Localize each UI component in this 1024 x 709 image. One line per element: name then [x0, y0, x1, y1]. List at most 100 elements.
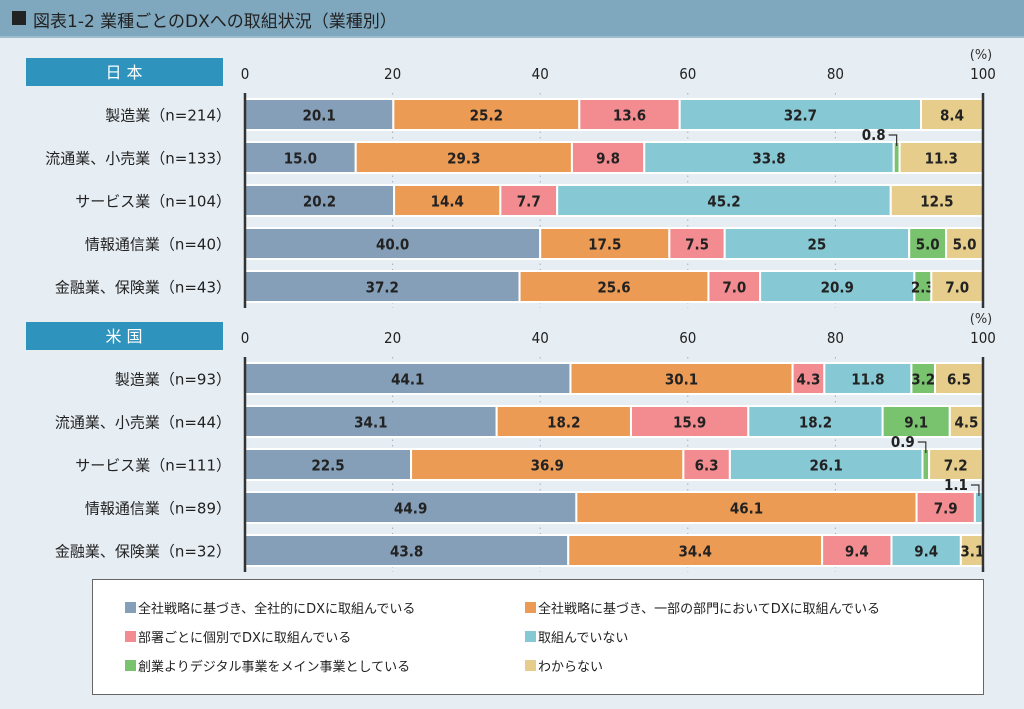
callout-line	[917, 441, 927, 453]
title-bar: 図表1-2 業種ごとのDXへの取組状況（業種別）	[0, 0, 1024, 38]
data-label: 13.6	[613, 107, 646, 125]
x-tick-label: 60	[679, 65, 696, 83]
callout-label: 0.9	[891, 433, 915, 451]
bar-segment	[410, 448, 685, 481]
data-label: 37.2	[366, 279, 399, 297]
legend-item: 部署ごとに個別でDXに取組んでいる	[125, 627, 351, 646]
category-label: 金融業、保険業（n=32）	[55, 543, 231, 561]
unit-label: (%)	[970, 312, 993, 327]
x-tick-label: 40	[532, 329, 549, 347]
data-label: 7.7	[517, 193, 541, 211]
legend-swatch	[125, 660, 136, 671]
data-label: 2.3	[911, 279, 935, 297]
legend-label: 部署ごとに個別でDXに取組んでいる	[138, 631, 352, 646]
data-label: 7.9	[934, 500, 958, 518]
x-tick-label: 0	[241, 329, 250, 347]
legend-label: 全社戦略に基づき、全社的にDXに取組んでいる	[138, 602, 416, 617]
title-square-icon	[12, 11, 26, 25]
bar-segment	[354, 141, 573, 174]
bar-segment	[759, 270, 916, 303]
x-tick-label: 40	[532, 65, 549, 83]
bar-segment	[791, 362, 826, 395]
bar-segment	[499, 184, 559, 217]
data-label: 20.1	[303, 107, 336, 125]
data-label: 25.2	[470, 107, 503, 125]
category-label: 流通業、小売業（n=133）	[45, 150, 231, 168]
bar-segment	[567, 534, 824, 567]
data-label: 9.4	[914, 543, 938, 561]
category-label: 製造業（n=93）	[115, 371, 231, 389]
category-label: 金融業、保険業（n=43）	[55, 279, 231, 297]
data-label: 44.9	[394, 500, 427, 518]
callout-label: 1.1	[944, 476, 968, 494]
legend-item: 全社戦略に基づき、一部の部門においてDXに取組んでいる	[525, 598, 880, 617]
bar-segment	[244, 405, 498, 438]
data-label: 12.5	[920, 193, 953, 211]
data-label: 46.1	[730, 500, 763, 518]
x-tick-label: 20	[384, 329, 401, 347]
data-label: 17.5	[588, 236, 621, 254]
panel-header-label: 米 国	[105, 327, 142, 346]
legend-label: 全社戦略に基づき、一部の部門においてDXに取組んでいる	[538, 602, 880, 617]
data-label: 45.2	[707, 193, 740, 211]
panel-header	[26, 322, 223, 350]
data-label: 36.9	[531, 457, 564, 475]
stacked-bar-chart: 日 本 0 20 40 60 80 100 (%) 製造業（n=214） 20.1 25.2 13.6…	[26, 48, 996, 572]
x-tick-label: 100	[970, 329, 996, 347]
bar-segment	[668, 227, 726, 260]
data-label: 25.6	[597, 279, 630, 297]
data-label: 25	[808, 236, 827, 254]
data-label: 18.2	[547, 414, 580, 432]
data-label: 22.5	[311, 457, 344, 475]
legend-swatch	[125, 631, 136, 642]
category-label: 情報通信業（n=40）	[85, 236, 231, 254]
panel-header-label: 日 本	[105, 63, 142, 82]
data-label: 7.5	[685, 236, 709, 254]
bar-segment	[728, 448, 924, 481]
data-label: 43.8	[390, 543, 423, 561]
data-label: 11.8	[851, 371, 884, 389]
callout-line	[970, 484, 980, 496]
bar-segment	[244, 270, 521, 303]
data-label: 44.1	[391, 371, 424, 389]
data-label: 9.4	[845, 543, 869, 561]
legend: 全社戦略に基づき、全社的にDXに取組んでいる 全社戦略に基づき、一部の部門におい…	[92, 579, 984, 695]
bar-segment	[575, 491, 918, 524]
legend-label: わからない	[538, 660, 604, 675]
unit-label: (%)	[970, 48, 993, 63]
data-label: 18.2	[799, 414, 832, 432]
data-label: 30.1	[665, 371, 698, 389]
x-tick-label: 20	[384, 65, 401, 83]
category-label: 製造業（n=214）	[105, 107, 231, 125]
category-label: 情報通信業（n=89）	[85, 500, 231, 518]
data-label: 26.1	[810, 457, 843, 475]
legend-item: 全社戦略に基づき、全社的にDXに取組んでいる	[125, 598, 415, 617]
legend-item: わからない	[525, 656, 603, 675]
category-label: サービス業（n=111）	[75, 457, 231, 475]
bar-segment	[629, 405, 750, 438]
bar-segment	[244, 534, 570, 567]
data-label: 6.5	[947, 371, 971, 389]
bar-segment	[915, 491, 976, 524]
data-label: 7.2	[944, 457, 968, 475]
data-label: 8.4	[940, 107, 964, 125]
data-label: 7.0	[722, 279, 746, 297]
bar-segment	[244, 448, 413, 481]
data-label: 34.4	[679, 543, 712, 561]
x-tick-label: 80	[827, 329, 844, 347]
x-tick-label: 60	[679, 329, 696, 347]
bar-segment	[723, 227, 911, 260]
data-label: 20.2	[303, 193, 336, 211]
bar-segment	[908, 227, 948, 260]
bar-segment	[821, 534, 893, 567]
data-label: 15.0	[284, 150, 317, 168]
data-label: 20.9	[821, 279, 854, 297]
legend-item: 創業よりデジタル事業をメイン事業としている	[125, 656, 410, 675]
data-label: 5.0	[953, 236, 977, 254]
data-label: 7.0	[945, 279, 969, 297]
bar-segment	[643, 141, 895, 174]
data-label: 14.4	[431, 193, 464, 211]
data-label: 3.2	[911, 371, 935, 389]
legend-item: 取組んでいない	[525, 627, 628, 646]
bar-segment	[898, 141, 985, 174]
